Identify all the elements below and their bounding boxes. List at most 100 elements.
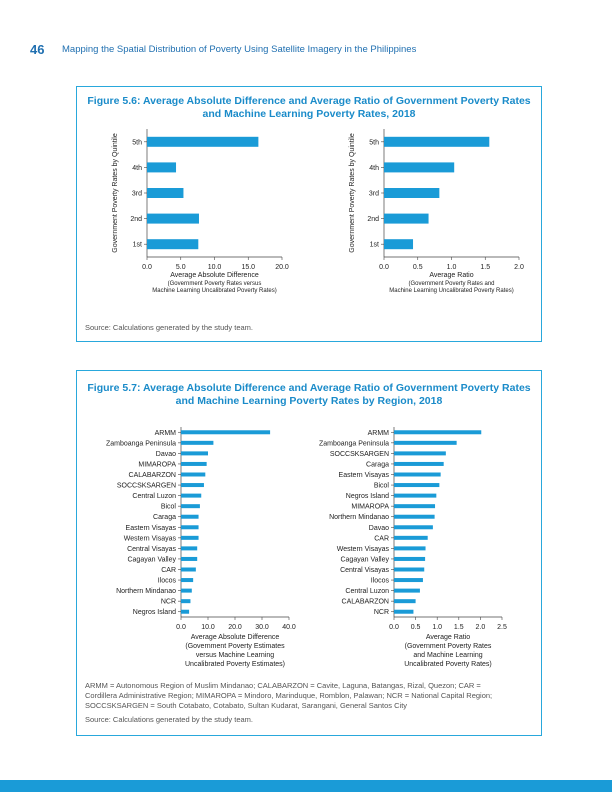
chart-region-abs-diff: ARMM Zamboanga Peninsula Davao MIMAROPA CALA… — [106, 427, 296, 668]
x-tick-label: 10.0 — [208, 264, 222, 271]
bar-car — [181, 567, 196, 572]
bar-cagayan-valley — [394, 556, 426, 561]
bar-car — [394, 535, 428, 540]
category-label: NCR — [374, 609, 389, 616]
bar-armm — [181, 430, 271, 435]
category-label: Western Visayas — [124, 535, 177, 542]
category-label: Central Luzon — [345, 588, 389, 595]
category-label: CALABARZON — [342, 599, 389, 606]
bar-4th — [384, 162, 455, 173]
category-label: 5th — [369, 139, 379, 146]
x-axis-title: Uncalibrated Poverty Estimates) — [185, 661, 285, 668]
x-axis-title: (Government Poverty Rates — [405, 643, 492, 650]
x-tick-label: 2.0 — [476, 624, 486, 631]
bar-eastern-visayas — [181, 525, 199, 530]
x-tick-label: 0.5 — [411, 624, 421, 631]
bar-mimaropa — [394, 504, 436, 509]
bar-western-visayas — [394, 546, 426, 551]
category-label: Central Visayas — [127, 546, 176, 553]
y-axis-title: Government Poverty Rates by Quintile — [349, 133, 356, 253]
bar-calabarzon — [394, 599, 416, 604]
category-label: 4th — [132, 165, 142, 172]
x-tick-label: 20.0 — [275, 264, 289, 271]
bar-negros-island — [181, 609, 190, 614]
bar-davao — [394, 525, 433, 530]
x-tick-label: 0.0 — [389, 624, 399, 631]
bar-northern-mindanao — [181, 588, 192, 593]
bar-5th — [384, 136, 490, 147]
source-note: Source: Calculations generated by the st… — [85, 715, 254, 724]
x-axis-title: Average Absolute Difference — [191, 634, 280, 641]
bar-soccsksargen — [394, 451, 446, 456]
category-label: MIMAROPA — [138, 461, 176, 468]
chart-region-ratio: ARMM Zamboanga Peninsula SOCCSKSARGEN Carag… — [319, 427, 507, 668]
bar-zamboanga-peninsula — [181, 440, 214, 445]
bar-1st — [384, 239, 414, 250]
figure-5-7-box: Figure 5.7: Average Absolute Difference … — [76, 370, 542, 736]
bar-caraga — [394, 461, 444, 466]
bar-negros-island — [394, 493, 437, 498]
x-axis-subtitle: (Government Poverty Rates and — [408, 281, 494, 287]
category-label: ARMM — [155, 430, 177, 437]
category-label: Zamboanga Peninsula — [319, 440, 389, 447]
category-label: Negros Island — [133, 609, 176, 616]
bar-mimaropa — [181, 461, 207, 466]
bar-central-luzon — [181, 493, 202, 498]
figure-title-line2: and Machine Learning Poverty Rates, 2018 — [202, 108, 416, 120]
category-label: 4th — [369, 165, 379, 172]
category-label: NCR — [161, 599, 176, 606]
x-tick-label: 2.0 — [514, 264, 524, 271]
category-label: Davao — [369, 525, 389, 532]
figure-title-line1: Figure 5.6: Average Absolute Difference … — [87, 95, 531, 107]
x-axis-title: and Machine Learning — [413, 652, 482, 659]
bar-1st — [147, 239, 199, 250]
bar-bicol — [181, 504, 200, 509]
category-label: Cagayan Valley — [127, 556, 176, 563]
category-label: 1st — [370, 242, 379, 249]
category-label: Bicol — [374, 483, 390, 490]
x-axis-subtitle: (Government Poverty Rates versus — [168, 281, 262, 287]
bar-western-visayas — [181, 535, 199, 540]
x-tick-label: 1.0 — [432, 624, 442, 631]
category-label: Western Visayas — [337, 546, 390, 553]
x-axis-title: Average Ratio — [429, 272, 473, 279]
bar-zamboanga-peninsula — [394, 440, 457, 445]
category-label: Ilocos — [158, 578, 177, 585]
footer-bar — [0, 780, 612, 792]
figure-5-6-box: Figure 5.6: Average Absolute Difference … — [76, 86, 542, 342]
source-note: Source: Calculations generated by the st… — [85, 323, 254, 332]
bar-ilocos — [181, 578, 194, 583]
bar-central-visayas — [394, 567, 425, 572]
category-label: SOCCSKSARGEN — [117, 483, 176, 490]
running-head: Mapping the Spatial Distribution of Pove… — [62, 44, 417, 55]
chart-quintile-abs-diff: 5th 4th 3rd 2nd 1st 0.0 5.0 10.0 15.0 20.0 Governm… — [112, 129, 289, 294]
bar-caraga — [181, 514, 199, 519]
x-tick-label: 30.0 — [255, 624, 269, 631]
category-label: 3rd — [132, 191, 142, 198]
category-label: 3rd — [369, 191, 379, 198]
bar-4th — [147, 162, 177, 173]
category-label: CALABARZON — [129, 472, 176, 479]
abbreviations-line1: ARMM = Autonomous Region of Muslim Minda… — [85, 681, 481, 690]
bar-2nd — [147, 213, 199, 224]
bar-eastern-visayas — [394, 472, 441, 477]
category-label: Central Visayas — [340, 567, 389, 574]
y-axis-title: Government Poverty Rates by Quintile — [112, 133, 119, 253]
category-label: Bicol — [161, 504, 177, 511]
bar-ilocos — [394, 578, 423, 583]
x-tick-label: 2.5 — [497, 624, 507, 631]
figure-title-line1: Figure 5.7: Average Absolute Difference … — [87, 382, 531, 394]
category-label: Northern Mindanao — [116, 588, 176, 595]
x-axis-title: versus Machine Learning — [196, 652, 274, 659]
category-label: MIMAROPA — [351, 504, 389, 511]
x-tick-label: 20.0 — [228, 624, 242, 631]
category-label: Eastern Visayas — [339, 472, 390, 479]
category-label: Caraga — [366, 461, 389, 468]
bar-soccsksargen — [181, 483, 204, 488]
abbreviations-line3: SOCCSKSARGEN = South Cotabato, Cotabato,… — [85, 701, 408, 710]
bar-ncr — [394, 609, 414, 614]
category-label: 2nd — [130, 216, 142, 223]
category-label: Negros Island — [346, 493, 389, 500]
category-label: Davao — [156, 451, 176, 458]
category-label: Central Luzon — [132, 493, 176, 500]
